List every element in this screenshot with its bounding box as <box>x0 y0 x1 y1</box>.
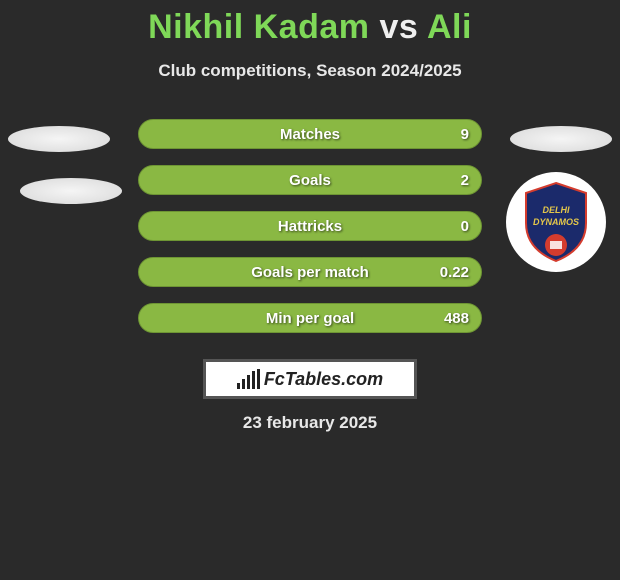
stats-list: Matches 9 Goals 2 Hattricks 0 Goals per match 0… <box>0 111 620 341</box>
comparison-widget: Nikhil Kadam vs Ali Club competitions, S… <box>0 0 620 433</box>
stat-row: Hattricks 0 <box>0 203 620 249</box>
page-title: Nikhil Kadam vs Ali <box>0 8 620 47</box>
stat-value: 2 <box>461 172 469 189</box>
stat-label: Matches <box>280 126 340 143</box>
stat-bar: Matches 9 <box>138 119 482 149</box>
stat-label: Hattricks <box>278 218 342 235</box>
vs-label: vs <box>379 8 418 46</box>
subtitle: Club competitions, Season 2024/2025 <box>0 61 620 81</box>
stat-bar: Goals per match 0.22 <box>138 257 482 287</box>
stat-row: Goals per match 0.22 <box>0 249 620 295</box>
stat-bar: Hattricks 0 <box>138 211 482 241</box>
stat-bar: Min per goal 488 <box>138 303 482 333</box>
player1-name: Nikhil Kadam <box>148 8 369 46</box>
stat-label: Min per goal <box>266 310 354 327</box>
stat-label: Goals <box>289 172 331 189</box>
date-label: 23 february 2025 <box>0 413 620 433</box>
stat-label: Goals per match <box>251 264 369 281</box>
logo-bars-icon <box>237 369 260 389</box>
stat-row: Goals 2 <box>0 157 620 203</box>
player2-name: Ali <box>427 8 472 46</box>
stat-row: Min per goal 488 <box>0 295 620 341</box>
stat-value: 488 <box>444 310 469 327</box>
stat-value: 9 <box>461 126 469 143</box>
stat-bar: Goals 2 <box>138 165 482 195</box>
logo-text: FcTables.com <box>264 369 383 390</box>
stat-value: 0.22 <box>440 264 469 281</box>
fctables-logo[interactable]: FcTables.com <box>203 359 417 399</box>
stat-value: 0 <box>461 218 469 235</box>
stat-row: Matches 9 <box>0 111 620 157</box>
